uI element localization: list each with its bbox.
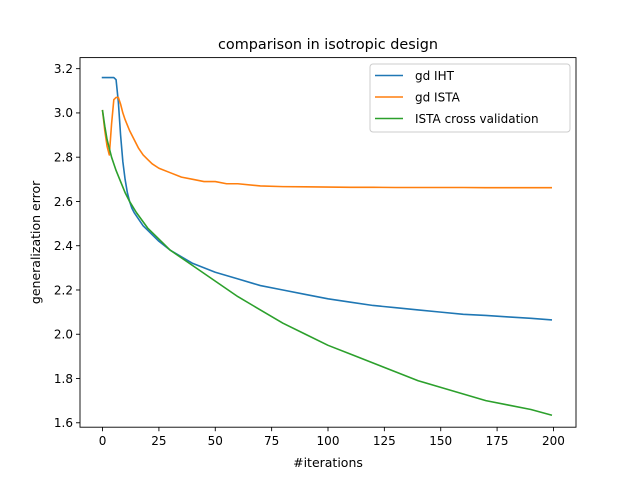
x-tick-label: 75: [264, 434, 279, 448]
x-tick-label: 150: [429, 434, 452, 448]
y-tick-label: 3.2: [54, 62, 73, 76]
y-tick-label: 2.0: [54, 328, 73, 342]
legend-box: [369, 63, 571, 133]
y-tick-label: 2.2: [54, 283, 73, 297]
x-tick-label: 125: [373, 434, 396, 448]
y-tick-label: 1.6: [54, 416, 73, 430]
legend-label-1: gd IHT: [415, 69, 455, 83]
plot-area: [101, 76, 553, 417]
y-tick-label: 2.4: [54, 239, 73, 253]
y-axis-ticks: 1.6 1.8 2.0 2.2 2.4 2.6 2.8 3.0 3.2: [54, 62, 80, 430]
x-tick-label: 0: [99, 434, 107, 448]
y-tick-label: 2.8: [54, 150, 73, 164]
legend-label-3: ISTA cross validation: [415, 112, 539, 126]
x-tick-label: 25: [151, 434, 166, 448]
x-tick-label: 175: [486, 434, 509, 448]
legend-label-2: gd ISTA: [415, 90, 461, 104]
series-line-3: [101, 109, 553, 417]
y-tick-label: 2.6: [54, 195, 73, 209]
series-line-2: [101, 96, 553, 189]
legend: gd IHT gd ISTA ISTA cross validation: [369, 63, 571, 133]
y-tick-label: 3.0: [54, 106, 73, 120]
x-tick-label: 50: [208, 434, 223, 448]
chart-title: comparison in isotropic design: [218, 37, 438, 53]
x-tick-label: 100: [317, 434, 340, 448]
x-axis-ticks: 0 25 50 75 100 125 150 175 200: [99, 427, 565, 448]
x-axis-label: #iterations: [293, 455, 363, 470]
x-tick-label: 200: [542, 434, 565, 448]
y-tick-label: 1.8: [54, 372, 73, 386]
y-axis-label: generalization error: [28, 180, 43, 304]
